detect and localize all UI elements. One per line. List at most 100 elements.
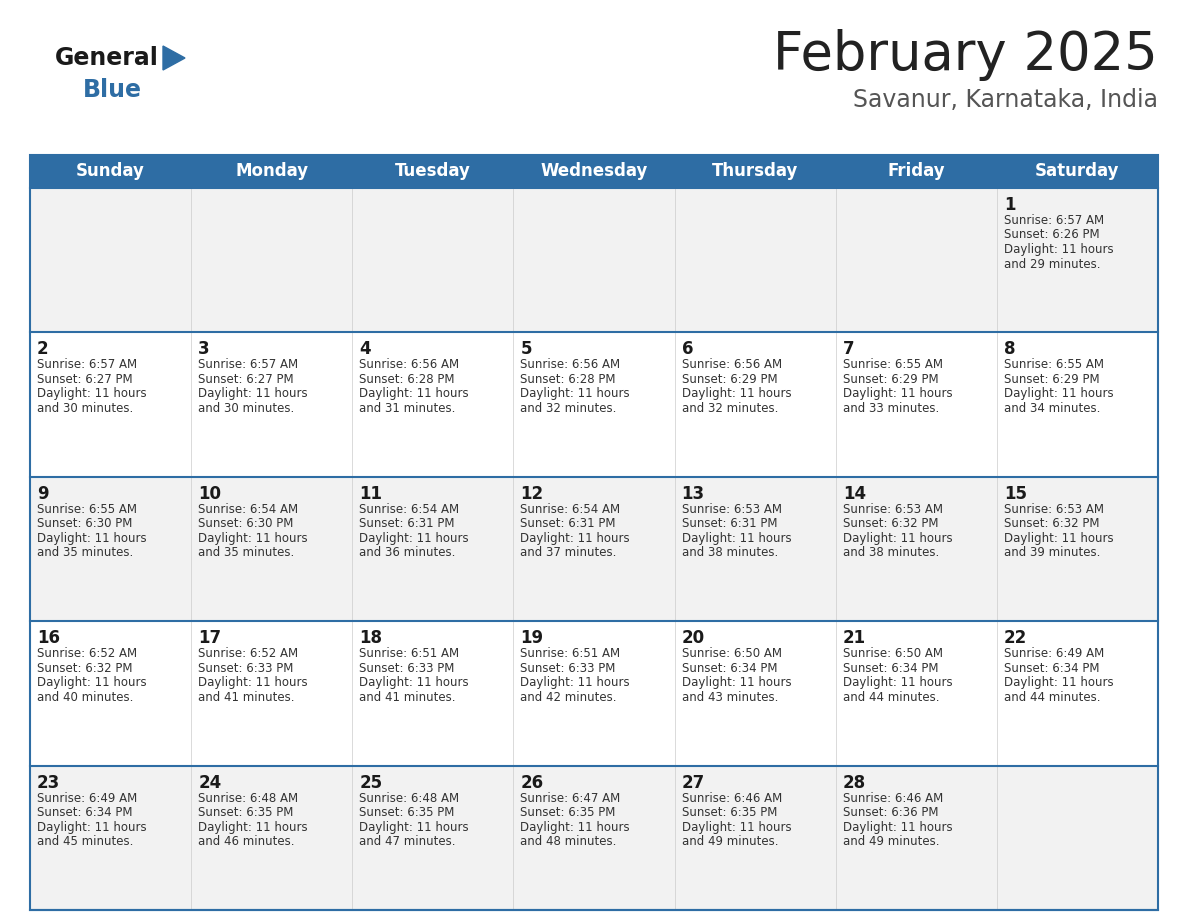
Text: 13: 13	[682, 485, 704, 503]
Text: and 30 minutes.: and 30 minutes.	[37, 402, 133, 415]
Text: and 34 minutes.: and 34 minutes.	[1004, 402, 1100, 415]
Text: and 49 minutes.: and 49 minutes.	[842, 835, 940, 848]
Text: Sunset: 6:35 PM: Sunset: 6:35 PM	[682, 806, 777, 819]
Text: Sunset: 6:35 PM: Sunset: 6:35 PM	[359, 806, 455, 819]
Text: 19: 19	[520, 629, 544, 647]
Text: Daylight: 11 hours: Daylight: 11 hours	[682, 677, 791, 689]
Text: Daylight: 11 hours: Daylight: 11 hours	[842, 677, 953, 689]
Text: 3: 3	[198, 341, 210, 358]
Text: and 48 minutes.: and 48 minutes.	[520, 835, 617, 848]
Text: 27: 27	[682, 774, 704, 791]
Text: Sunset: 6:35 PM: Sunset: 6:35 PM	[198, 806, 293, 819]
Text: Sunrise: 6:51 AM: Sunrise: 6:51 AM	[520, 647, 620, 660]
Text: and 39 minutes.: and 39 minutes.	[1004, 546, 1100, 559]
Text: Sunrise: 6:48 AM: Sunrise: 6:48 AM	[359, 791, 460, 804]
Text: Daylight: 11 hours: Daylight: 11 hours	[359, 387, 469, 400]
Bar	[30, 155, 1158, 188]
Text: Daylight: 11 hours: Daylight: 11 hours	[842, 532, 953, 544]
Text: 20: 20	[682, 629, 704, 647]
Text: Daylight: 11 hours: Daylight: 11 hours	[198, 387, 308, 400]
Text: Wednesday: Wednesday	[541, 162, 647, 181]
Text: Sunrise: 6:56 AM: Sunrise: 6:56 AM	[682, 358, 782, 372]
Text: Sunset: 6:29 PM: Sunset: 6:29 PM	[1004, 373, 1099, 386]
Text: 16: 16	[37, 629, 61, 647]
Bar	[30, 766, 1158, 910]
Text: Daylight: 11 hours: Daylight: 11 hours	[520, 677, 630, 689]
Text: Sunset: 6:33 PM: Sunset: 6:33 PM	[359, 662, 455, 675]
Text: 10: 10	[198, 485, 221, 503]
Text: and 41 minutes.: and 41 minutes.	[198, 690, 295, 704]
Text: Sunrise: 6:57 AM: Sunrise: 6:57 AM	[1004, 214, 1104, 227]
Text: Sunrise: 6:46 AM: Sunrise: 6:46 AM	[842, 791, 943, 804]
Text: and 43 minutes.: and 43 minutes.	[682, 690, 778, 704]
Text: Daylight: 11 hours: Daylight: 11 hours	[198, 677, 308, 689]
Text: Daylight: 11 hours: Daylight: 11 hours	[520, 821, 630, 834]
Text: and 32 minutes.: and 32 minutes.	[682, 402, 778, 415]
Text: and 45 minutes.: and 45 minutes.	[37, 835, 133, 848]
Text: and 49 minutes.: and 49 minutes.	[682, 835, 778, 848]
Text: Sunrise: 6:53 AM: Sunrise: 6:53 AM	[682, 503, 782, 516]
Text: Sunrise: 6:56 AM: Sunrise: 6:56 AM	[520, 358, 620, 372]
Text: Daylight: 11 hours: Daylight: 11 hours	[1004, 243, 1113, 256]
Text: Sunrise: 6:50 AM: Sunrise: 6:50 AM	[842, 647, 943, 660]
Text: Sunset: 6:34 PM: Sunset: 6:34 PM	[842, 662, 939, 675]
Text: 22: 22	[1004, 629, 1028, 647]
Text: and 33 minutes.: and 33 minutes.	[842, 402, 939, 415]
Text: General: General	[55, 46, 159, 70]
Text: Daylight: 11 hours: Daylight: 11 hours	[359, 677, 469, 689]
Text: 7: 7	[842, 341, 854, 358]
Text: Daylight: 11 hours: Daylight: 11 hours	[359, 821, 469, 834]
Text: Daylight: 11 hours: Daylight: 11 hours	[682, 821, 791, 834]
Text: 26: 26	[520, 774, 544, 791]
Text: Sunrise: 6:52 AM: Sunrise: 6:52 AM	[37, 647, 137, 660]
Text: Sunset: 6:27 PM: Sunset: 6:27 PM	[37, 373, 133, 386]
Text: Daylight: 11 hours: Daylight: 11 hours	[198, 821, 308, 834]
Text: Sunrise: 6:46 AM: Sunrise: 6:46 AM	[682, 791, 782, 804]
Text: Daylight: 11 hours: Daylight: 11 hours	[1004, 387, 1113, 400]
Text: and 38 minutes.: and 38 minutes.	[682, 546, 778, 559]
Text: Sunset: 6:34 PM: Sunset: 6:34 PM	[682, 662, 777, 675]
Text: Daylight: 11 hours: Daylight: 11 hours	[359, 532, 469, 544]
Text: Tuesday: Tuesday	[394, 162, 470, 181]
Text: Daylight: 11 hours: Daylight: 11 hours	[1004, 677, 1113, 689]
Text: Sunset: 6:31 PM: Sunset: 6:31 PM	[520, 518, 615, 531]
Polygon shape	[163, 46, 185, 70]
Text: 28: 28	[842, 774, 866, 791]
Text: Sunrise: 6:55 AM: Sunrise: 6:55 AM	[842, 358, 943, 372]
Text: 23: 23	[37, 774, 61, 791]
Bar	[30, 155, 1158, 910]
Text: Sunrise: 6:54 AM: Sunrise: 6:54 AM	[359, 503, 460, 516]
Text: and 31 minutes.: and 31 minutes.	[359, 402, 456, 415]
Text: and 35 minutes.: and 35 minutes.	[37, 546, 133, 559]
Text: and 32 minutes.: and 32 minutes.	[520, 402, 617, 415]
Text: Daylight: 11 hours: Daylight: 11 hours	[37, 532, 146, 544]
Text: Monday: Monday	[235, 162, 308, 181]
Text: Sunrise: 6:51 AM: Sunrise: 6:51 AM	[359, 647, 460, 660]
Text: and 37 minutes.: and 37 minutes.	[520, 546, 617, 559]
Text: Sunrise: 6:53 AM: Sunrise: 6:53 AM	[1004, 503, 1104, 516]
Text: Sunset: 6:33 PM: Sunset: 6:33 PM	[198, 662, 293, 675]
Text: Sunset: 6:34 PM: Sunset: 6:34 PM	[37, 806, 133, 819]
Text: 8: 8	[1004, 341, 1016, 358]
Text: 2: 2	[37, 341, 49, 358]
Text: Sunrise: 6:57 AM: Sunrise: 6:57 AM	[37, 358, 137, 372]
Text: Daylight: 11 hours: Daylight: 11 hours	[682, 387, 791, 400]
Text: Sunset: 6:33 PM: Sunset: 6:33 PM	[520, 662, 615, 675]
Text: 18: 18	[359, 629, 383, 647]
Text: Sunset: 6:34 PM: Sunset: 6:34 PM	[1004, 662, 1099, 675]
Text: Sunset: 6:32 PM: Sunset: 6:32 PM	[842, 518, 939, 531]
Text: February 2025: February 2025	[773, 29, 1158, 81]
Text: Sunrise: 6:54 AM: Sunrise: 6:54 AM	[520, 503, 620, 516]
Text: Sunrise: 6:55 AM: Sunrise: 6:55 AM	[1004, 358, 1104, 372]
Text: Sunset: 6:30 PM: Sunset: 6:30 PM	[198, 518, 293, 531]
Text: Sunrise: 6:49 AM: Sunrise: 6:49 AM	[1004, 647, 1104, 660]
Text: Daylight: 11 hours: Daylight: 11 hours	[842, 821, 953, 834]
Text: Sunset: 6:28 PM: Sunset: 6:28 PM	[359, 373, 455, 386]
Text: Sunset: 6:36 PM: Sunset: 6:36 PM	[842, 806, 939, 819]
Text: 11: 11	[359, 485, 383, 503]
Text: Daylight: 11 hours: Daylight: 11 hours	[37, 821, 146, 834]
Text: Sunrise: 6:56 AM: Sunrise: 6:56 AM	[359, 358, 460, 372]
Text: and 44 minutes.: and 44 minutes.	[842, 690, 940, 704]
Text: Sunset: 6:32 PM: Sunset: 6:32 PM	[37, 662, 133, 675]
Text: Blue: Blue	[83, 78, 143, 102]
